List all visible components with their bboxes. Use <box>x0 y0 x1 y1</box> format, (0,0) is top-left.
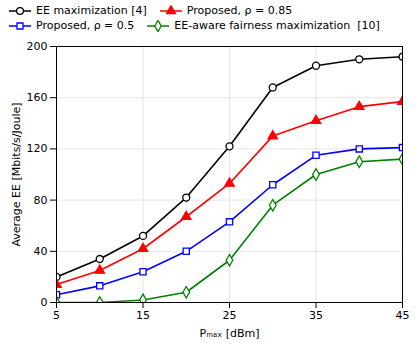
html-text:Proposed, ρ = 0.85: Proposed, ρ = 0.85 <box>186 4 293 17</box>
svg-text:15: 15 <box>136 309 150 322</box>
svg-text:35: 35 <box>309 309 323 322</box>
svg-text:45: 45 <box>396 309 410 322</box>
svg-text:160: 160 <box>27 91 48 104</box>
svg-text:80: 80 <box>34 194 48 207</box>
svg-text:5: 5 <box>53 309 60 322</box>
svg-text:Average EE [Mbits/s/Joule]: Average EE [Mbits/s/Joule] <box>10 102 23 246</box>
svg-text:120: 120 <box>27 142 48 155</box>
svg-text:Pₘₐₓ [dBm]: Pₘₐₓ [dBm] <box>199 327 259 340</box>
html-text:EE maximization [4]: EE maximization [4] <box>36 4 147 17</box>
svg-text:0: 0 <box>41 296 48 309</box>
svg-text:40: 40 <box>34 245 48 258</box>
svg-text:200: 200 <box>27 40 48 53</box>
html-text:Proposed, ρ = 0.5: Proposed, ρ = 0.5 <box>36 19 135 32</box>
html-text:EE-aware fairness maximization: EE-aware fairness maximization [10] <box>174 19 380 32</box>
svg-text:25: 25 <box>223 309 237 322</box>
